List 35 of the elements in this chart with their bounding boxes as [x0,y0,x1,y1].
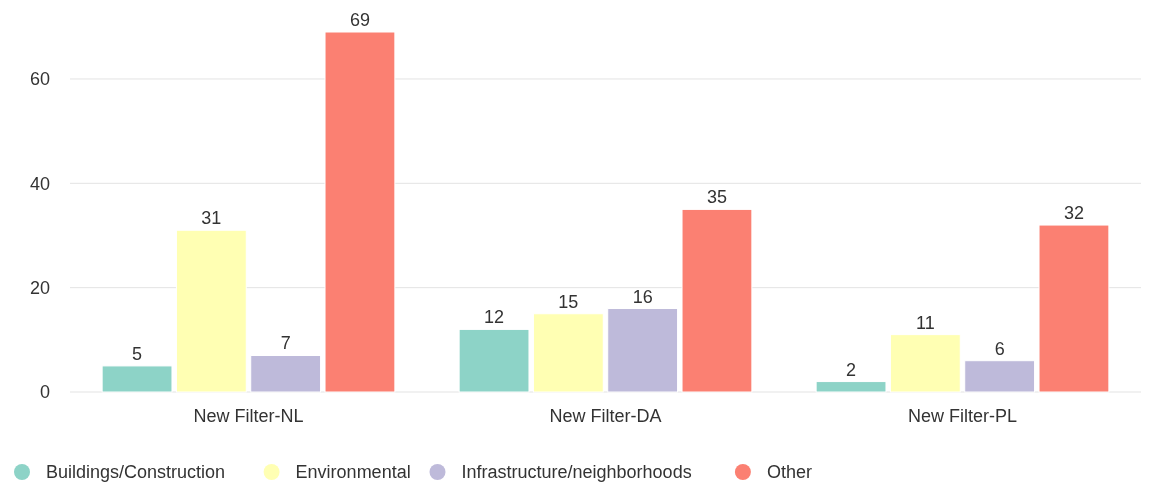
bar [607,308,679,393]
bar [175,229,247,393]
data-label: 6 [994,338,1005,359]
legend-label: Infrastructure/neighborhoods [461,462,692,483]
bar [532,313,604,393]
bar [681,208,753,393]
data-label: 35 [706,187,727,208]
y-tick-label: 60 [29,69,50,90]
data-label: 12 [484,307,505,328]
y-tick-label: 0 [39,382,50,403]
bar [1038,224,1110,393]
data-label: 5 [132,343,143,364]
data-label: 31 [201,208,222,229]
legend-label: Buildings/Construction [46,462,226,483]
data-label: 16 [632,286,653,307]
bar [250,354,322,393]
data-label: 69 [349,10,370,30]
data-label: 15 [558,291,579,312]
legend-label: Environmental [295,462,411,483]
data-label: 2 [846,359,857,380]
bar [324,31,396,393]
data-label: 32 [1063,203,1084,224]
bar [815,381,887,393]
x-tick-label: New Filter-PL [907,406,1018,426]
bar [889,334,961,393]
bar [101,365,173,393]
bar [964,360,1036,393]
data-label: 7 [280,333,291,354]
x-tick-label: New Filter-DA [549,406,662,426]
data-label: 11 [916,312,935,333]
y-tick-label: 40 [29,173,50,194]
y-tick-label: 20 [29,277,50,298]
legend-label: Other [766,462,812,483]
x-tick-label: New Filter-NL [193,406,304,426]
bar [458,328,530,393]
